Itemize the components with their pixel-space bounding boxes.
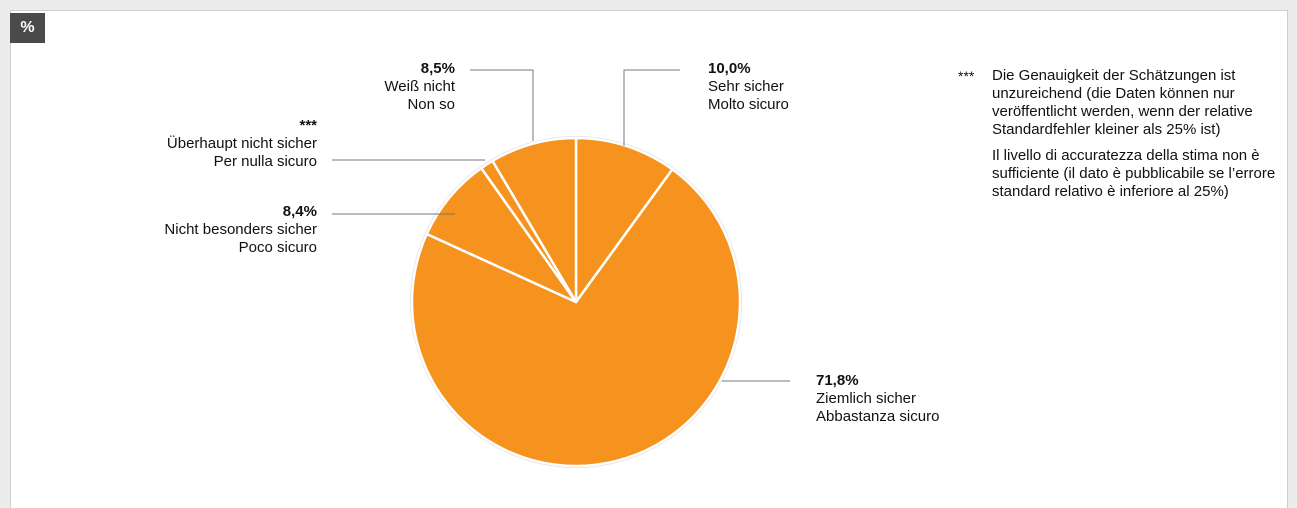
slice-label-it: Non so <box>407 96 455 113</box>
unit-badge: % <box>10 13 45 43</box>
slice-label-de: Ziemlich sicher <box>816 390 917 407</box>
pie-slice-0 <box>574 136 674 304</box>
slice-label-ueberhaupt-nicht-sicher: *** Überhaupt nicht sicher Per nulla sic… <box>167 117 317 171</box>
pie-slice-2 <box>425 166 578 304</box>
slice-value-label: 10,0% <box>708 60 751 77</box>
slice-value-label: 8,4% <box>282 203 317 220</box>
slice-label-de: Sehr sicher <box>708 78 784 95</box>
slice-label-nicht-besonders-sicher: 8,4% Nicht besonders sicher Poco sicuro <box>164 203 317 257</box>
slice-label-weiss-nicht: 8,5% Weiß nicht Non so <box>384 60 455 114</box>
slice-label-de: Nicht besonders sicher <box>164 221 317 238</box>
slice-value-label: 8,5% <box>420 60 455 77</box>
slice-label-it: Per nulla sicuro <box>213 153 317 170</box>
leader-line-0 <box>623 69 680 146</box>
pie-slice-4 <box>491 136 578 304</box>
footnote-text-it: Il livello di accuratezza della stima no… <box>992 147 1276 200</box>
slice-label-ziemlich-sicher: 71,8% Ziemlich sicher Abbastanza sicuro <box>816 372 939 426</box>
pie-slice-1 <box>410 168 742 468</box>
slice-label-de: Überhaupt nicht sicher <box>166 135 317 152</box>
slice-label-sehr-sicher: 10,0% Sehr sicher Molto sicuro <box>708 60 789 114</box>
footnote-body: Die Genauigkeit der Schätzungen ist unzu… <box>992 67 1292 201</box>
slice-label-it: Poco sicuro <box>238 239 317 256</box>
slice-value-label: 71,8% <box>816 372 859 389</box>
footnote-marker: *** <box>958 68 975 84</box>
slice-label-de: Weiß nicht <box>384 78 455 95</box>
slice-value-label: *** <box>299 117 317 134</box>
slice-label-it: Molto sicuro <box>708 96 789 113</box>
slice-label-it: Abbastanza sicuro <box>816 408 940 425</box>
leader-line-4 <box>470 69 534 141</box>
footnote-text-de: Die Genauigkeit der Schätzungen ist unzu… <box>992 67 1253 138</box>
